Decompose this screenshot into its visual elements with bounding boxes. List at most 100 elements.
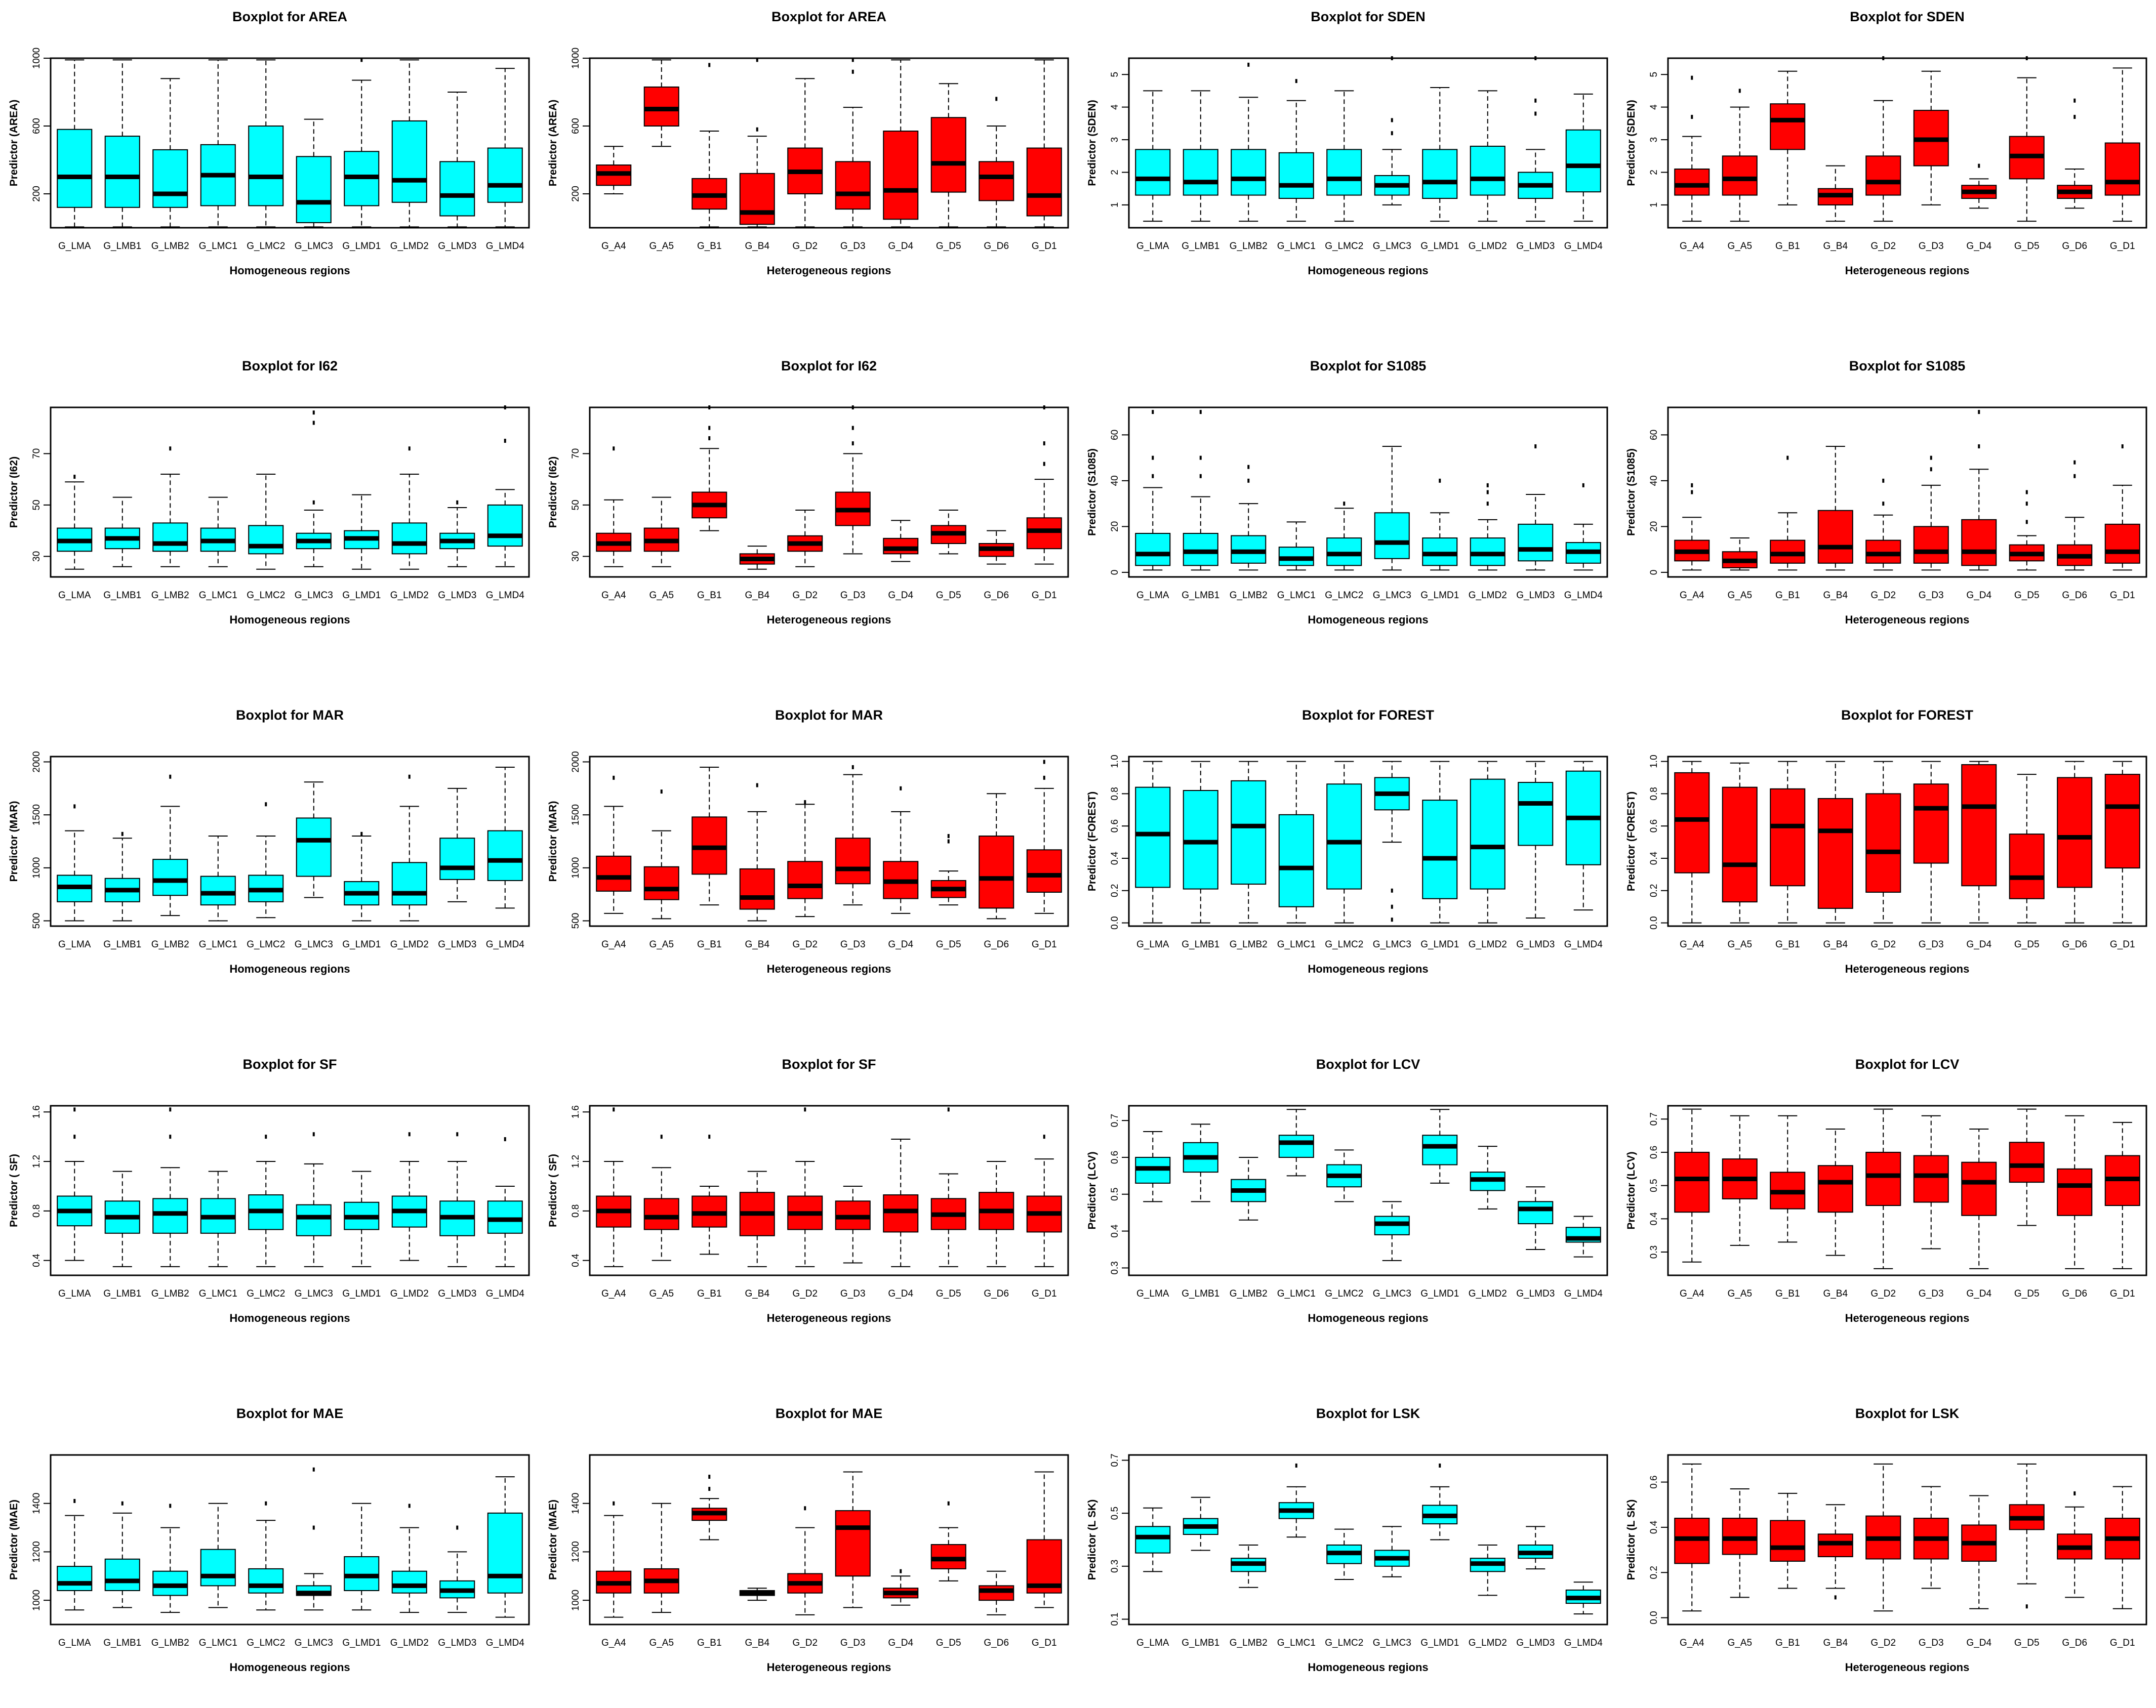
box-G_LMC1 (1278, 79, 1314, 222)
x-tick-label: G_B1 (1775, 241, 1800, 252)
chart-title: Boxplot for I62 (242, 358, 338, 373)
x-tick-label: G_LMC1 (1277, 590, 1316, 601)
y-tick-label: 1.2 (571, 1155, 581, 1168)
outlier-point (408, 446, 411, 451)
box-iqr (2009, 1142, 2045, 1183)
box-G_D5 (2009, 1463, 2045, 1609)
y-axis-label: Predictor (FOREST) (1625, 791, 1637, 891)
box-iqr (643, 866, 679, 900)
x-tick-label: G_LMC3 (1373, 241, 1411, 252)
plot-frame (589, 756, 1069, 927)
outlier-point (456, 500, 459, 505)
x-tick-label: G_LMD4 (1564, 1288, 1603, 1299)
box-iqr (1026, 147, 1062, 217)
box-G_D5 (2009, 1108, 2045, 1226)
x-tick-label: G_D5 (2014, 1288, 2040, 1299)
outlier-point (1199, 455, 1202, 460)
chart-panel: Boxplot for AREA Predictor (AREA) 200 600 10… (547, 9, 1069, 277)
x-axis-label: Homogeneous regions (1308, 1312, 1428, 1324)
outlier-point (312, 1525, 315, 1530)
y-tick-label: 3 (1649, 137, 1659, 143)
y-tick-label: 0.4 (1649, 851, 1659, 865)
box-G_D4 (883, 786, 919, 914)
x-tick-label: G_D6 (984, 1288, 1009, 1299)
chart-panel: Boxplot for S1085 Predictor (S1085) 0 20 40 6… (1625, 358, 2147, 626)
box-G_B4 (739, 1588, 775, 1601)
box-G_LMC2 (1326, 1149, 1362, 1202)
y-tick-label: 3 (1110, 137, 1120, 143)
y-tick-label: 4 (1110, 104, 1120, 110)
x-tick-label: G_LMD3 (1516, 1288, 1555, 1299)
outlier-point (804, 1107, 806, 1112)
box-G_LMD2 (1470, 1146, 1506, 1210)
box-iqr (1278, 1135, 1314, 1158)
box-iqr (1961, 764, 1997, 887)
box-iqr (1961, 519, 1997, 566)
box-G_LMC1 (200, 59, 236, 228)
box-G_LMB2 (1231, 1156, 1267, 1221)
y-tick-label: 1.0 (1110, 755, 1120, 768)
chart-title: Boxplot for LCV (1316, 1057, 1420, 1072)
x-tick-label: G_B4 (1823, 241, 1848, 252)
box-G_LMD3 (1518, 761, 1554, 919)
box-G_LMB2 (1231, 761, 1267, 924)
x-tick-label: G_LMD2 (390, 590, 429, 601)
y-axis-label: Predictor (S1085) (1086, 448, 1098, 536)
y-axis-label: Predictor (L SK) (1086, 1499, 1098, 1580)
box-G_D1 (2104, 67, 2140, 222)
box-G_LMD1 (1422, 761, 1458, 924)
box-iqr (1326, 783, 1362, 890)
x-tick-label: G_D3 (1919, 590, 1944, 601)
box-G_B1 (1770, 70, 1806, 205)
x-tick-label: G_LMB2 (151, 590, 189, 601)
box-G_LMB1 (1183, 1123, 1218, 1202)
x-tick-label: G_LMD4 (1564, 939, 1603, 950)
x-axis-label: Heterogeneous regions (1845, 613, 1970, 626)
outlier-point (312, 1132, 315, 1137)
chart-panel: Boxplot for FOREST Predictor (FOREST) 0.0 0… (1086, 707, 1608, 975)
chart-title: Boxplot for SF (782, 1057, 876, 1072)
box-G_LMD3 (1518, 56, 1554, 222)
box-G_A4 (596, 146, 632, 194)
box-iqr (979, 1585, 1014, 1601)
box-G_LMD4 (487, 1137, 523, 1267)
x-tick-label: G_D4 (888, 241, 913, 252)
x-tick-label: G_D2 (792, 1288, 818, 1299)
plot-frame (1667, 57, 2147, 229)
y-tick-label: 1500 (571, 804, 581, 825)
y-tick-label: 30 (31, 551, 42, 562)
box-iqr (2104, 774, 2140, 869)
box-G_LMC2 (248, 1501, 284, 1611)
box-G_A5 (1722, 1488, 1758, 1598)
outlier-point (900, 786, 902, 790)
box-G_B4 (739, 1171, 775, 1267)
box-iqr (835, 161, 871, 210)
outlier-point (708, 1135, 711, 1139)
outlier-point (1930, 455, 1932, 460)
outlier-point (456, 1525, 459, 1530)
box-iqr (248, 525, 284, 555)
box-iqr (1422, 537, 1458, 566)
x-tick-label: G_LMB2 (1230, 590, 1268, 601)
box-G_D3 (835, 765, 871, 906)
x-tick-label: G_LMC2 (247, 1288, 285, 1299)
x-tick-label: G_D2 (792, 241, 818, 252)
x-tick-label: G_A4 (1680, 590, 1704, 601)
y-tick-label: 200 (571, 186, 581, 202)
box-G_LMD1 (1422, 1109, 1458, 1184)
box-G_D1 (2104, 1486, 2140, 1609)
outlier-point (708, 405, 711, 409)
x-tick-label: G_D1 (2110, 590, 2135, 601)
x-tick-label: G_D1 (1032, 939, 1057, 950)
box-iqr (1326, 537, 1362, 566)
x-tick-label: G_D4 (1966, 1638, 1991, 1648)
x-tick-label: G_LMB2 (151, 241, 189, 252)
x-tick-label: G_LMB1 (1182, 590, 1219, 601)
chart-title: Boxplot for SF (243, 1057, 337, 1072)
box-G_LMB1 (104, 1501, 140, 1608)
x-tick-label: G_B4 (1823, 1288, 1848, 1299)
chart-title: Boxplot for AREA (232, 9, 347, 24)
x-tick-label: G_D4 (888, 1638, 913, 1648)
outlier-point (851, 441, 854, 446)
x-tick-label: G_LMB1 (1182, 939, 1219, 950)
